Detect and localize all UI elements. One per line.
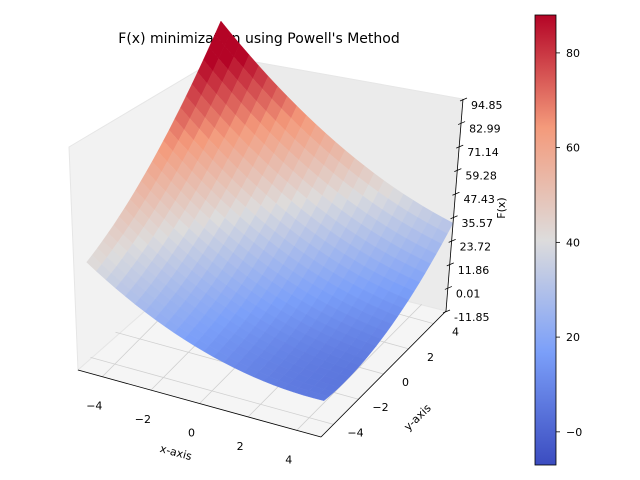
z-tick-mark <box>459 97 468 102</box>
z-tick-label: 0.01 <box>456 287 481 300</box>
colorbar-tick-label: 20 <box>566 331 580 344</box>
x-tick-label: −4 <box>86 400 102 413</box>
colorbar-tick-label: 40 <box>566 236 580 249</box>
z-tick-mark <box>452 191 460 196</box>
y-axis-line <box>320 310 447 438</box>
z-tick-label: -11.85 <box>454 311 489 324</box>
y-tick-label: −4 <box>347 426 363 439</box>
colorbar <box>534 14 557 466</box>
z-tick-mark <box>457 121 466 125</box>
y-tick-label: 4 <box>452 326 459 339</box>
z-tick-label: 82.99 <box>469 123 501 136</box>
x-axis-label: x-axis <box>159 442 194 463</box>
y-tick-labels: −4 −2 0 2 4 <box>347 326 459 440</box>
surface-plot <box>86 20 454 401</box>
x-tick-label: 4 <box>285 453 292 466</box>
x-tick-label: 0 <box>188 427 195 440</box>
z-tick-label: 94.85 <box>471 99 503 112</box>
z-axis-label: F(x) <box>495 197 508 218</box>
x-tick-labels: −4 −2 0 2 4 <box>86 400 292 467</box>
x-tick-label: 2 <box>237 440 244 453</box>
axis-lines <box>77 98 464 438</box>
z-tick-label: 35.57 <box>462 217 494 230</box>
z-tick-mark <box>448 238 456 243</box>
z-tick-mark <box>454 168 462 173</box>
z-tick-label: 71.14 <box>467 146 499 159</box>
z-tick-labels: -11.85 0.01 11.86 23.72 35.57 47.43 59.28 71.14… <box>442 97 503 324</box>
x-axis-line <box>77 369 322 438</box>
z-tick-label: 11.86 <box>458 264 490 277</box>
z-tick-mark <box>456 144 464 149</box>
y-tick-label: −2 <box>372 401 388 414</box>
grid-line <box>296 304 422 431</box>
z-tick-label: 59.28 <box>465 170 497 183</box>
z-tick-mark <box>450 215 458 220</box>
chart-title: F(x) minimization using Powell's Method <box>118 31 399 47</box>
z-axis-line <box>445 98 464 312</box>
colorbar-ticks: −0 20 40 60 80 <box>556 47 582 439</box>
y-axis-label: y-axis <box>401 401 433 433</box>
z-tick-mark <box>442 309 451 314</box>
y-tick-label: 2 <box>427 351 434 364</box>
colorbar-tick-label: 80 <box>566 47 580 60</box>
z-tick-label: 23.72 <box>460 240 492 253</box>
z-tick-label: 47.43 <box>463 193 495 206</box>
z-tick-mark <box>446 262 454 267</box>
y-tick-label: 0 <box>402 376 409 389</box>
colorbar-tick-label: 60 <box>566 142 580 155</box>
colorbar-tick-label: −0 <box>566 426 582 439</box>
x-tick-label: −2 <box>135 413 151 426</box>
surface-patch <box>313 393 330 401</box>
z-tick-mark <box>444 286 453 290</box>
